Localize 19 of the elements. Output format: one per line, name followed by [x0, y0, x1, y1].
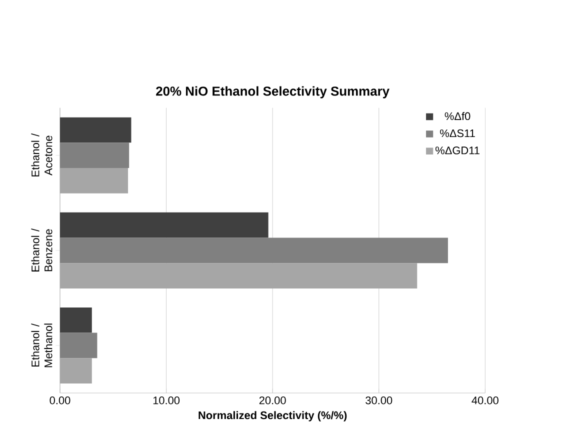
bar	[60, 332, 98, 358]
bar	[60, 238, 448, 264]
bar	[60, 307, 92, 333]
y-tick-label: Ethanol / Methanol	[31, 324, 52, 368]
bar	[60, 142, 130, 168]
legend-label: %ΔS11	[440, 129, 475, 138]
x-tick-label: 0.00	[50, 396, 70, 404]
bar	[60, 212, 268, 238]
x-tick-label: 30.00	[366, 396, 392, 404]
x-axis-title: Normalized Selectivity (%/%)	[198, 411, 347, 422]
x-tick-label: 10.00	[153, 396, 180, 404]
y-tick-label: Ethanol / Acetone	[31, 133, 52, 176]
bar	[60, 117, 132, 143]
x-tick-label: 40.00	[472, 396, 498, 404]
y-tick-label: Ethanol / Benzene	[31, 228, 52, 272]
chart-title: 20% NiO Ethanol Selectivity Summary	[156, 86, 390, 98]
legend-label: %ΔGD11	[436, 146, 480, 154]
legend-label: %Δf0	[444, 112, 470, 120]
x-tick-label: 20.00	[259, 396, 286, 404]
